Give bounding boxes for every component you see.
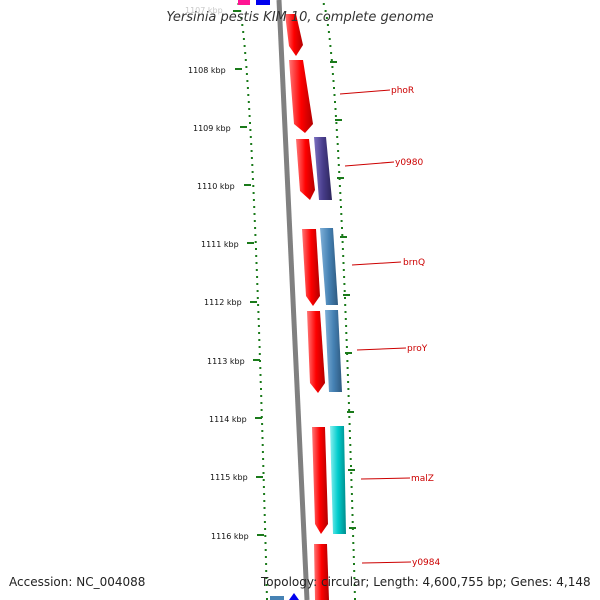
map-title: Yersinia pestis KIM 10, complete genome: [166, 10, 434, 25]
ruler-major-ticks: [233, 10, 356, 536]
ruler-label: 1112 kbp: [204, 298, 242, 307]
ruler-label: 1109 kbp: [193, 124, 231, 133]
gene-label-brnQ: brnQ: [403, 258, 425, 268]
gene-arrow: [312, 427, 328, 534]
accession-text: Accession: NC_004088: [9, 575, 146, 589]
ruler-label: 1115 kbp: [210, 473, 248, 482]
gene-label-proY: proY: [407, 344, 428, 354]
ruler-labels: 1107 kbp 1108 kbp 1109 kbp 1110 kbp 1111…: [185, 6, 249, 541]
ruler-label: 1114 kbp: [209, 415, 247, 424]
ruler-label: 1111 kbp: [201, 240, 239, 249]
gene-labels: phoR y0980 brnQ proY malZ y0984: [391, 86, 441, 568]
magenta-gene: [238, 0, 250, 5]
gene-arrow: [325, 310, 342, 392]
gene-label-malZ: malZ: [411, 474, 434, 484]
gene-arrow: [330, 426, 346, 534]
blue-gene: [256, 0, 270, 5]
gene-arrow: [307, 311, 325, 393]
gene-arrow: [314, 544, 329, 600]
gene-arrow: [285, 14, 303, 56]
steelblue-gene: [270, 596, 284, 600]
gene-label-phoR: phoR: [391, 86, 414, 96]
ruler-label: 1107 kbp: [185, 6, 223, 15]
gene-label-y0980: y0980: [395, 158, 424, 168]
gene-arrow: [296, 139, 315, 200]
ruler-label: 1110 kbp: [197, 182, 235, 191]
gene-arrow: [302, 229, 320, 306]
gene-arrow: [314, 137, 332, 200]
gene-label-y0984: y0984: [412, 558, 441, 568]
gene-arrow: [320, 228, 338, 305]
gene-label-lines: [339, 89, 412, 564]
ruler-label: 1116 kbp: [211, 532, 249, 541]
ruler-label: 1108 kbp: [188, 66, 226, 75]
gene-track: [270, 14, 346, 600]
blue-diamond: [289, 593, 299, 600]
gene-arrow: [289, 60, 313, 133]
genome-backbone: [276, 0, 310, 600]
ruler-label: 1113 kbp: [207, 357, 245, 366]
topology-text: Topology: circular; Length: 4,600,755 bp…: [261, 575, 591, 589]
